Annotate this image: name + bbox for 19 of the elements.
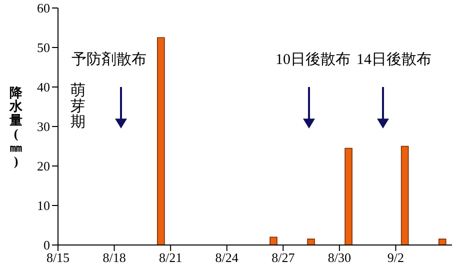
y-tick-label: 20: [37, 158, 50, 174]
x-tick-label: 8/21: [159, 250, 182, 266]
x-tick-label: 8/30: [328, 250, 351, 266]
y-tick-label: 10: [37, 198, 50, 214]
x-tick-label: 9/2: [387, 250, 404, 266]
x-tick-label: 8/15: [46, 250, 70, 266]
x-tick-label: 8/27: [272, 250, 296, 266]
annotation: 予防剤散布: [72, 51, 146, 68]
annotation: 10日後散布: [276, 51, 350, 68]
x-tick-label: 8/24: [215, 250, 239, 266]
y-tick-label: 40: [37, 80, 50, 95]
x-tick-label: 8/18: [102, 250, 126, 266]
annotation: 萌芽期: [70, 82, 86, 130]
y-tick-label: 0: [44, 238, 50, 253]
y-tick-label: 50: [37, 40, 50, 56]
annotation: 14日後散布: [356, 51, 432, 68]
y-axis-title: 降水量(㎜): [8, 85, 24, 168]
y-tick-label: 30: [37, 119, 50, 134]
y-tick-label: 60: [37, 0, 50, 16]
